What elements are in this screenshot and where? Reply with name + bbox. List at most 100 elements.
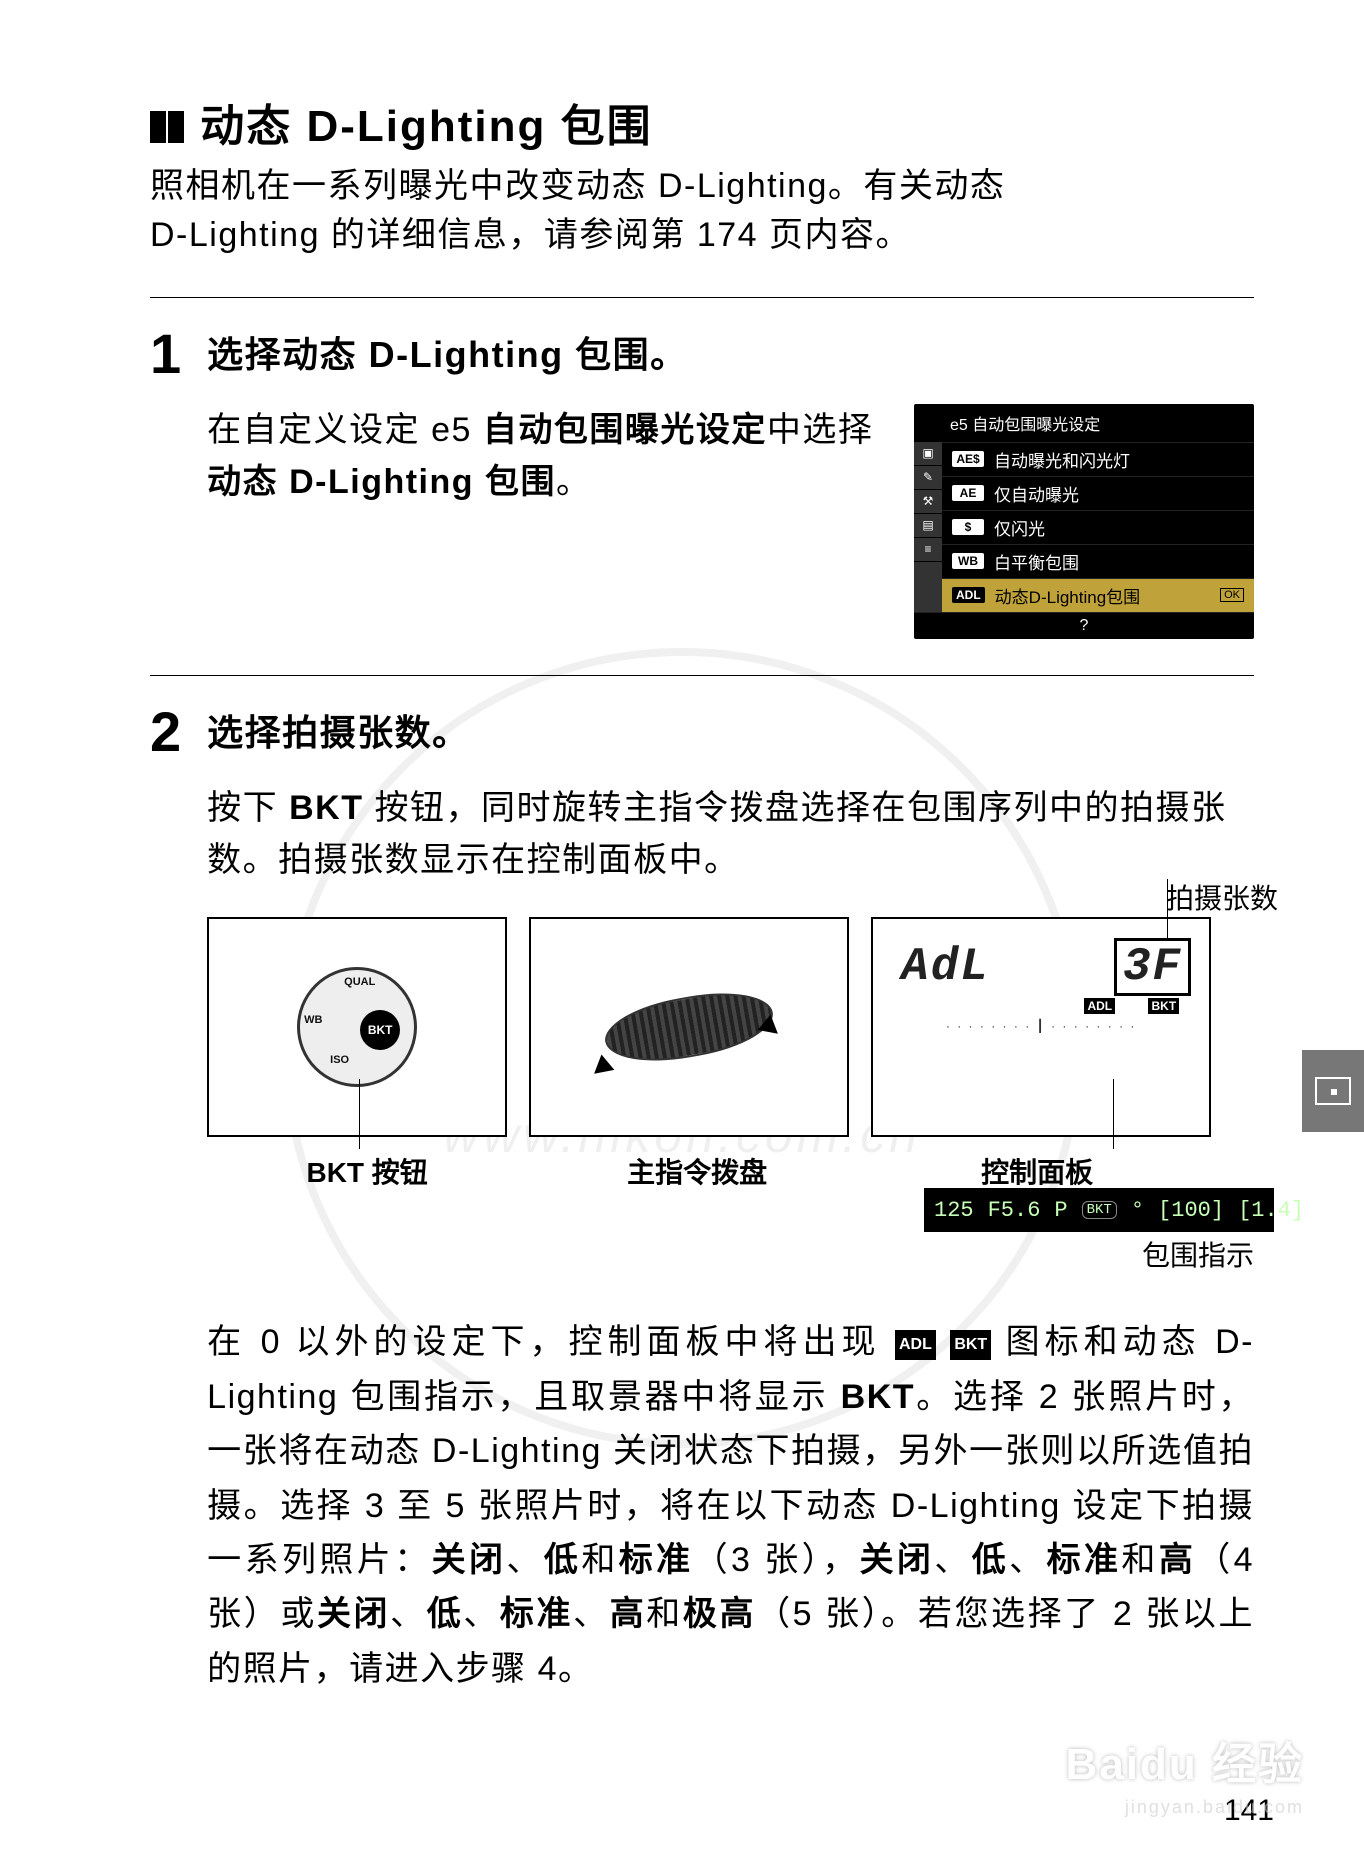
menu-row: $ 仅闪光 [942,510,1254,544]
menu-row-selected: ADL动态D-Lighting包围OK [942,578,1254,612]
vf-k: 1.4 [1251,1198,1291,1223]
mode-dial-illustration: QUAL WB ISO BKT [297,967,417,1087]
intro-text: 照相机在一系列曝光中改变动态 D-Lighting。有关动态 D-Lightin… [150,162,1254,261]
vf-shutter: 125 [934,1198,974,1223]
text: 按下 [207,789,289,827]
camera-menu-screenshot: e5 自动包围曝光设定 ▣ ✎ ⚒ ▤ ≡ AE$ 自动曝光和闪光灯 AE 仅自动曝… [914,404,1254,639]
baidu-watermark-sub: jingyan.baidu.com [1125,1797,1304,1818]
step-1: 1 选择动态 D-Lighting 包围。 在自定义设定 e5 自动包围曝光设定… [150,326,1254,639]
bkt-icon: BKT [950,1330,991,1360]
text: 中选择 [767,411,874,449]
menu-label: 仅闪光 [994,515,1045,540]
diagram-row: 拍摄张数 QUAL WB ISO BKT AdL [207,917,1254,1137]
text-bold: 关闭 [317,1595,390,1633]
menu-row: AE 仅自动曝光 [942,476,1254,510]
menu-header: e5 自动包围曝光设定 [914,404,1254,442]
retouch-icon: ▤ [914,514,942,538]
lcd-ticks: · · · · · · · · ┃ · · · · · · · · [897,1019,1185,1033]
menu-tag: ADL [952,587,985,603]
camera-icon: ▣ [914,442,942,466]
lcd-badges: ADL BKT [1084,999,1179,1013]
heading-text: 动态 D-Lighting 包围 [200,102,652,151]
dial-label-qual: QUAL [344,976,375,988]
vf-mode: P [1054,1198,1067,1223]
leader-line [359,1079,360,1149]
step-number: 2 [150,704,181,1696]
dial-label-iso: ISO [330,1054,349,1066]
arrow-icon [588,1055,615,1082]
text: 和 [646,1595,683,1633]
diagram-control-panel: AdL 3F ADL BKT · · · · · · · · ┃ · · · ·… [871,917,1211,1137]
text-bold: 动态 D-Lighting 包围 [207,463,556,501]
diagram-bkt-button: QUAL WB ISO BKT [207,917,507,1137]
help-icon: ? [914,612,1254,639]
text: 在 0 以外的设定下，控制面板中将出现 [207,1323,895,1361]
vf-bkt-icon: BKT [1082,1201,1117,1219]
text-bold: BKT [841,1378,915,1416]
text: 。 [556,463,592,501]
diagram-main-dial [529,917,849,1137]
dial-cap-bkt: BKT [360,1010,400,1050]
text-bold: 低 [544,1541,581,1579]
paragraph-2: 在 0 以外的设定下，控制面板中将出现 ADL BKT 图标和动态 D-Ligh… [207,1315,1254,1696]
text-bold: 高 [610,1595,647,1633]
section-heading: 动态 D-Lighting 包围 [150,90,1254,154]
text: （3 张）， [694,1541,860,1579]
adl-icon: ADL [895,1330,936,1360]
step-title: 选择拍摄张数。 [207,704,1254,756]
text-bold: 自动包围曝光设定 [483,411,767,449]
lcd-adl: AdL [901,941,990,993]
badge-bkt: BKT [1148,998,1179,1014]
menu-tag: $ [952,519,984,535]
vf-aperture: F5.6 [988,1198,1041,1223]
page-content: 动态 D-Lighting 包围 照相机在一系列曝光中改变动态 D-Lighti… [0,0,1364,1756]
menu-tag: AE [952,485,984,501]
menu-tag: AE$ [952,451,984,467]
text-bold: 关闭 [432,1541,507,1579]
text: 和 [1121,1541,1158,1579]
divider [150,297,1254,298]
vf-deg: ° [1131,1198,1144,1223]
pencil-icon: ✎ [914,466,942,490]
menu-left-icons: ▣ ✎ ⚒ ▤ ≡ [914,442,942,612]
menu-label: 白平衡包围 [994,549,1079,574]
heading-marker [150,111,166,143]
menu-label: 自动曝光和闪光灯 [994,447,1130,472]
shots-label: 拍摄张数 [1166,877,1278,917]
menu-tag: WB [952,553,984,569]
caption-bkt-button: BKT 按钮 [207,1151,527,1191]
heading-marker [168,111,184,143]
text-bold: 低 [972,1541,1009,1579]
text: 、 [934,1541,971,1579]
step-title: 选择动态 D-Lighting 包围。 [207,326,1254,378]
text-bold: 低 [427,1595,464,1633]
lcd-3f: 3F [1114,938,1191,996]
leader-line [1167,879,1168,939]
text-bold: 高 [1159,1541,1196,1579]
text: 、 [1009,1541,1046,1579]
wrench-icon: ⚒ [914,490,942,514]
text: 、 [463,1595,500,1633]
text: 在自定义设定 e5 [207,411,483,449]
text: 、 [506,1541,543,1579]
vf-iso: 100 [1171,1198,1211,1223]
text: 包围指示 [207,1236,1254,1275]
metering-icon [1315,1077,1351,1105]
text: 、 [390,1595,427,1633]
text-bold: 标准 [500,1595,573,1633]
menu-label: 仅自动曝光 [994,481,1079,506]
viewfinder-display: 125 F5.6 P BKT ° [100] [1.4] [924,1188,1274,1232]
text: 和 [581,1541,618,1579]
menu-label: 动态D-Lighting包围 [995,583,1141,608]
intro-line2: D-Lighting 的详细信息，请参阅第 174 页内容。 [150,211,1254,260]
command-dial-illustration [600,983,778,1072]
dial-label-wb: WB [304,1014,322,1026]
step-number: 1 [150,326,181,639]
divider [150,675,1254,676]
menu-row: WB 白平衡包围 [942,544,1254,578]
intro-line1: 照相机在一系列曝光中改变动态 D-Lighting。有关动态 [150,162,1254,211]
text-bold: BKT [289,789,363,827]
text-bold: 关闭 [859,1541,934,1579]
menu-icon: ≡ [914,538,942,562]
text-bold: 极高 [683,1595,756,1633]
